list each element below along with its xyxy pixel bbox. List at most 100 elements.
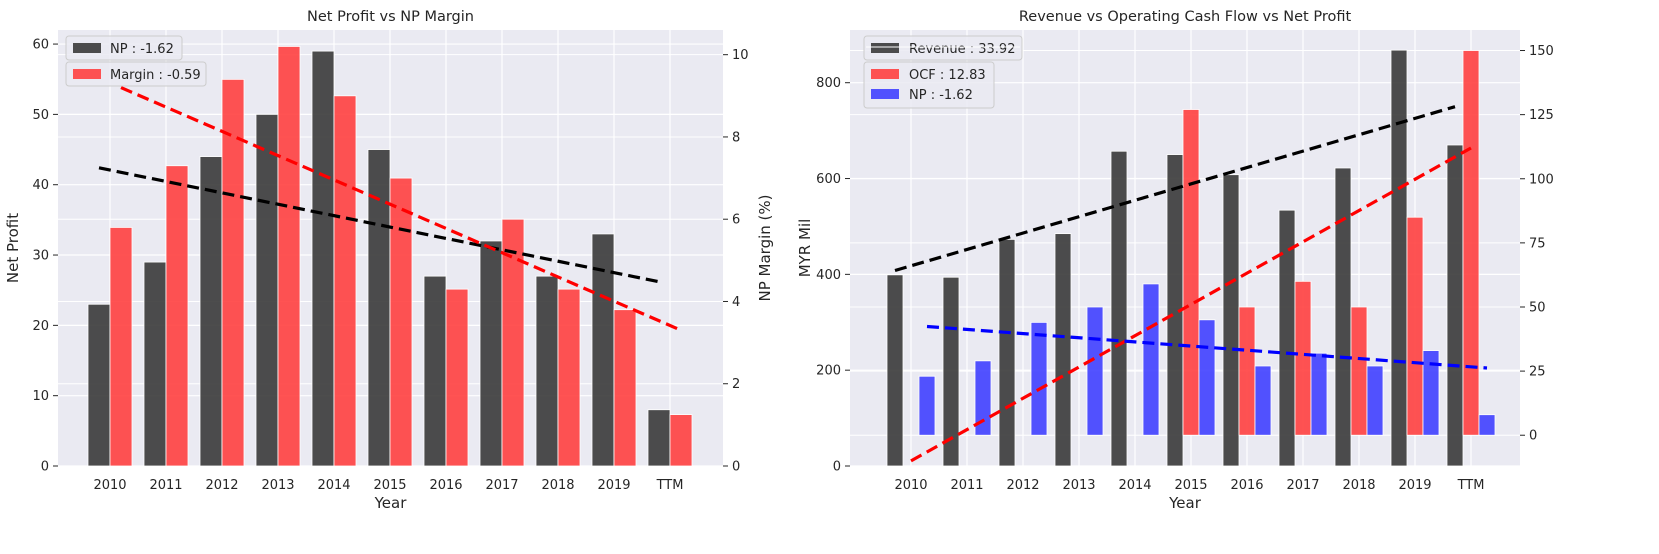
bar-revenue-2012 bbox=[998, 238, 1016, 467]
tick-label-x: 2016 bbox=[1230, 478, 1263, 493]
tick-label-x: 2013 bbox=[1062, 478, 1095, 493]
bar-revenue-2018 bbox=[1334, 167, 1352, 467]
tick-label-x: 2018 bbox=[541, 478, 574, 493]
legend-swatch bbox=[871, 69, 899, 79]
bar-revenue-2013 bbox=[1054, 233, 1072, 467]
legend-swatch bbox=[73, 43, 101, 53]
bar-np-2010 bbox=[87, 303, 111, 467]
bar-margin-2011 bbox=[165, 165, 189, 467]
legend-swatch bbox=[871, 43, 899, 53]
legend-label: OCF : 12.83 bbox=[909, 68, 986, 83]
tick-label-x: TTM bbox=[656, 478, 684, 493]
tick-label-y: 200 bbox=[816, 364, 841, 379]
bar-ocf-TTM bbox=[1462, 50, 1480, 436]
tick-label-y2: 50 bbox=[1529, 300, 1546, 315]
bar-revenue-2014 bbox=[1110, 150, 1128, 467]
tick-label-y2: 4 bbox=[732, 295, 740, 310]
legend-label: Margin : -0.59 bbox=[110, 68, 201, 83]
tick-label-x: 2011 bbox=[149, 478, 182, 493]
legend-item: Margin : -0.59 bbox=[65, 61, 207, 87]
tick-label-y2: 150 bbox=[1529, 44, 1554, 59]
legend-item: NP : -1.62 bbox=[65, 35, 183, 61]
x-axis-label: Year bbox=[374, 494, 408, 512]
bar-margin-2014 bbox=[333, 95, 357, 467]
chart-2: 0 200 400 600 800 0 25 50 75 100 125 150 2010 2011 201… bbox=[796, 9, 1554, 512]
legend-box bbox=[65, 35, 183, 61]
legend-box bbox=[863, 35, 1023, 61]
bar-np-2010 bbox=[918, 375, 936, 436]
tick-label-y2: 2 bbox=[732, 377, 740, 392]
bar-np-TTM bbox=[1478, 414, 1496, 436]
bar-revenue-2019 bbox=[1390, 49, 1408, 467]
tick-label-y2: 25 bbox=[1529, 365, 1546, 380]
trendline-margin bbox=[120, 86, 682, 332]
tick-label-y2: 0 bbox=[1529, 429, 1537, 444]
y-axis-label: MYR Mil bbox=[796, 219, 814, 278]
tick-label-x: 2012 bbox=[205, 478, 238, 493]
tick-label-y2: 10 bbox=[732, 48, 749, 63]
legend-swatch bbox=[871, 89, 899, 99]
bar-np-2017 bbox=[479, 240, 503, 467]
tick-label-x: 2017 bbox=[1286, 478, 1319, 493]
tick-label-y: 50 bbox=[32, 108, 49, 123]
bar-margin-2012 bbox=[221, 78, 245, 467]
x-axis-label: Year bbox=[1168, 494, 1202, 512]
tick-label-x: 2017 bbox=[485, 478, 518, 493]
tick-label-x: 2016 bbox=[429, 478, 462, 493]
bar-np-2018 bbox=[1366, 365, 1384, 436]
bar-np-2017 bbox=[1310, 352, 1328, 436]
tick-label-x: 2015 bbox=[373, 478, 406, 493]
tick-label-x: 2019 bbox=[1398, 478, 1431, 493]
trendline-np bbox=[98, 166, 660, 284]
tick-label-y: 60 bbox=[32, 38, 49, 53]
bar-margin-2017 bbox=[501, 218, 525, 467]
tick-label-y: 10 bbox=[32, 389, 49, 404]
bar-np-2018 bbox=[535, 275, 559, 467]
tick-label-x: 2012 bbox=[1006, 478, 1039, 493]
bar-np-2019 bbox=[1422, 350, 1440, 436]
tick-label-y: 20 bbox=[32, 319, 49, 334]
tick-label-y: 40 bbox=[32, 178, 49, 193]
bar-margin-2010 bbox=[109, 227, 133, 467]
tick-label-y: 400 bbox=[816, 268, 841, 283]
tick-label-x: 2010 bbox=[93, 478, 126, 493]
bar-np-2014 bbox=[1142, 283, 1160, 436]
tick-label-x: 2014 bbox=[1118, 478, 1151, 493]
legend-label: NP : -1.62 bbox=[110, 42, 174, 57]
tick-label-x: 2014 bbox=[317, 478, 350, 493]
legend-label: NP : -1.62 bbox=[909, 88, 973, 103]
legend-box bbox=[65, 61, 207, 87]
tick-label-y2: 75 bbox=[1529, 236, 1546, 251]
bar-np-TTM bbox=[647, 409, 671, 467]
tick-label-y: 0 bbox=[833, 460, 841, 475]
tick-label-y2: 125 bbox=[1529, 108, 1554, 123]
y2-axis-label: NP Margin (%) bbox=[756, 195, 774, 302]
tick-label-x: 2018 bbox=[1342, 478, 1375, 493]
bar-np-2015 bbox=[1198, 319, 1216, 436]
bar-np-2013 bbox=[1086, 306, 1104, 436]
legend-group: OCF : 12.83 NP : -1.62 bbox=[863, 61, 995, 109]
bar-np-2014 bbox=[311, 50, 335, 467]
bar-np-2012 bbox=[1030, 321, 1048, 436]
bar-margin-2019 bbox=[613, 309, 637, 467]
bar-revenue-2016 bbox=[1222, 174, 1240, 467]
tick-label-y: 0 bbox=[41, 460, 49, 475]
bar-np-2012 bbox=[199, 156, 223, 467]
bar-ocf-2017 bbox=[1294, 280, 1312, 436]
bar-margin-2018 bbox=[557, 288, 581, 467]
tick-label-x: 2010 bbox=[894, 478, 927, 493]
tick-label-y: 30 bbox=[32, 249, 49, 264]
chart-title: Net Profit vs NP Margin bbox=[307, 9, 474, 25]
bar-revenue-2011 bbox=[942, 276, 960, 467]
trendline-revenue bbox=[894, 105, 1456, 273]
bar-ocf-2018 bbox=[1350, 306, 1368, 436]
tick-label-y2: 8 bbox=[732, 130, 740, 145]
bar-revenue-2010 bbox=[886, 274, 904, 467]
bar-np-2011 bbox=[143, 261, 167, 467]
tick-label-y: 800 bbox=[816, 76, 841, 91]
bar-np-2016 bbox=[423, 275, 447, 467]
tick-label-y: 600 bbox=[816, 172, 841, 187]
tick-label-x: 2019 bbox=[597, 478, 630, 493]
